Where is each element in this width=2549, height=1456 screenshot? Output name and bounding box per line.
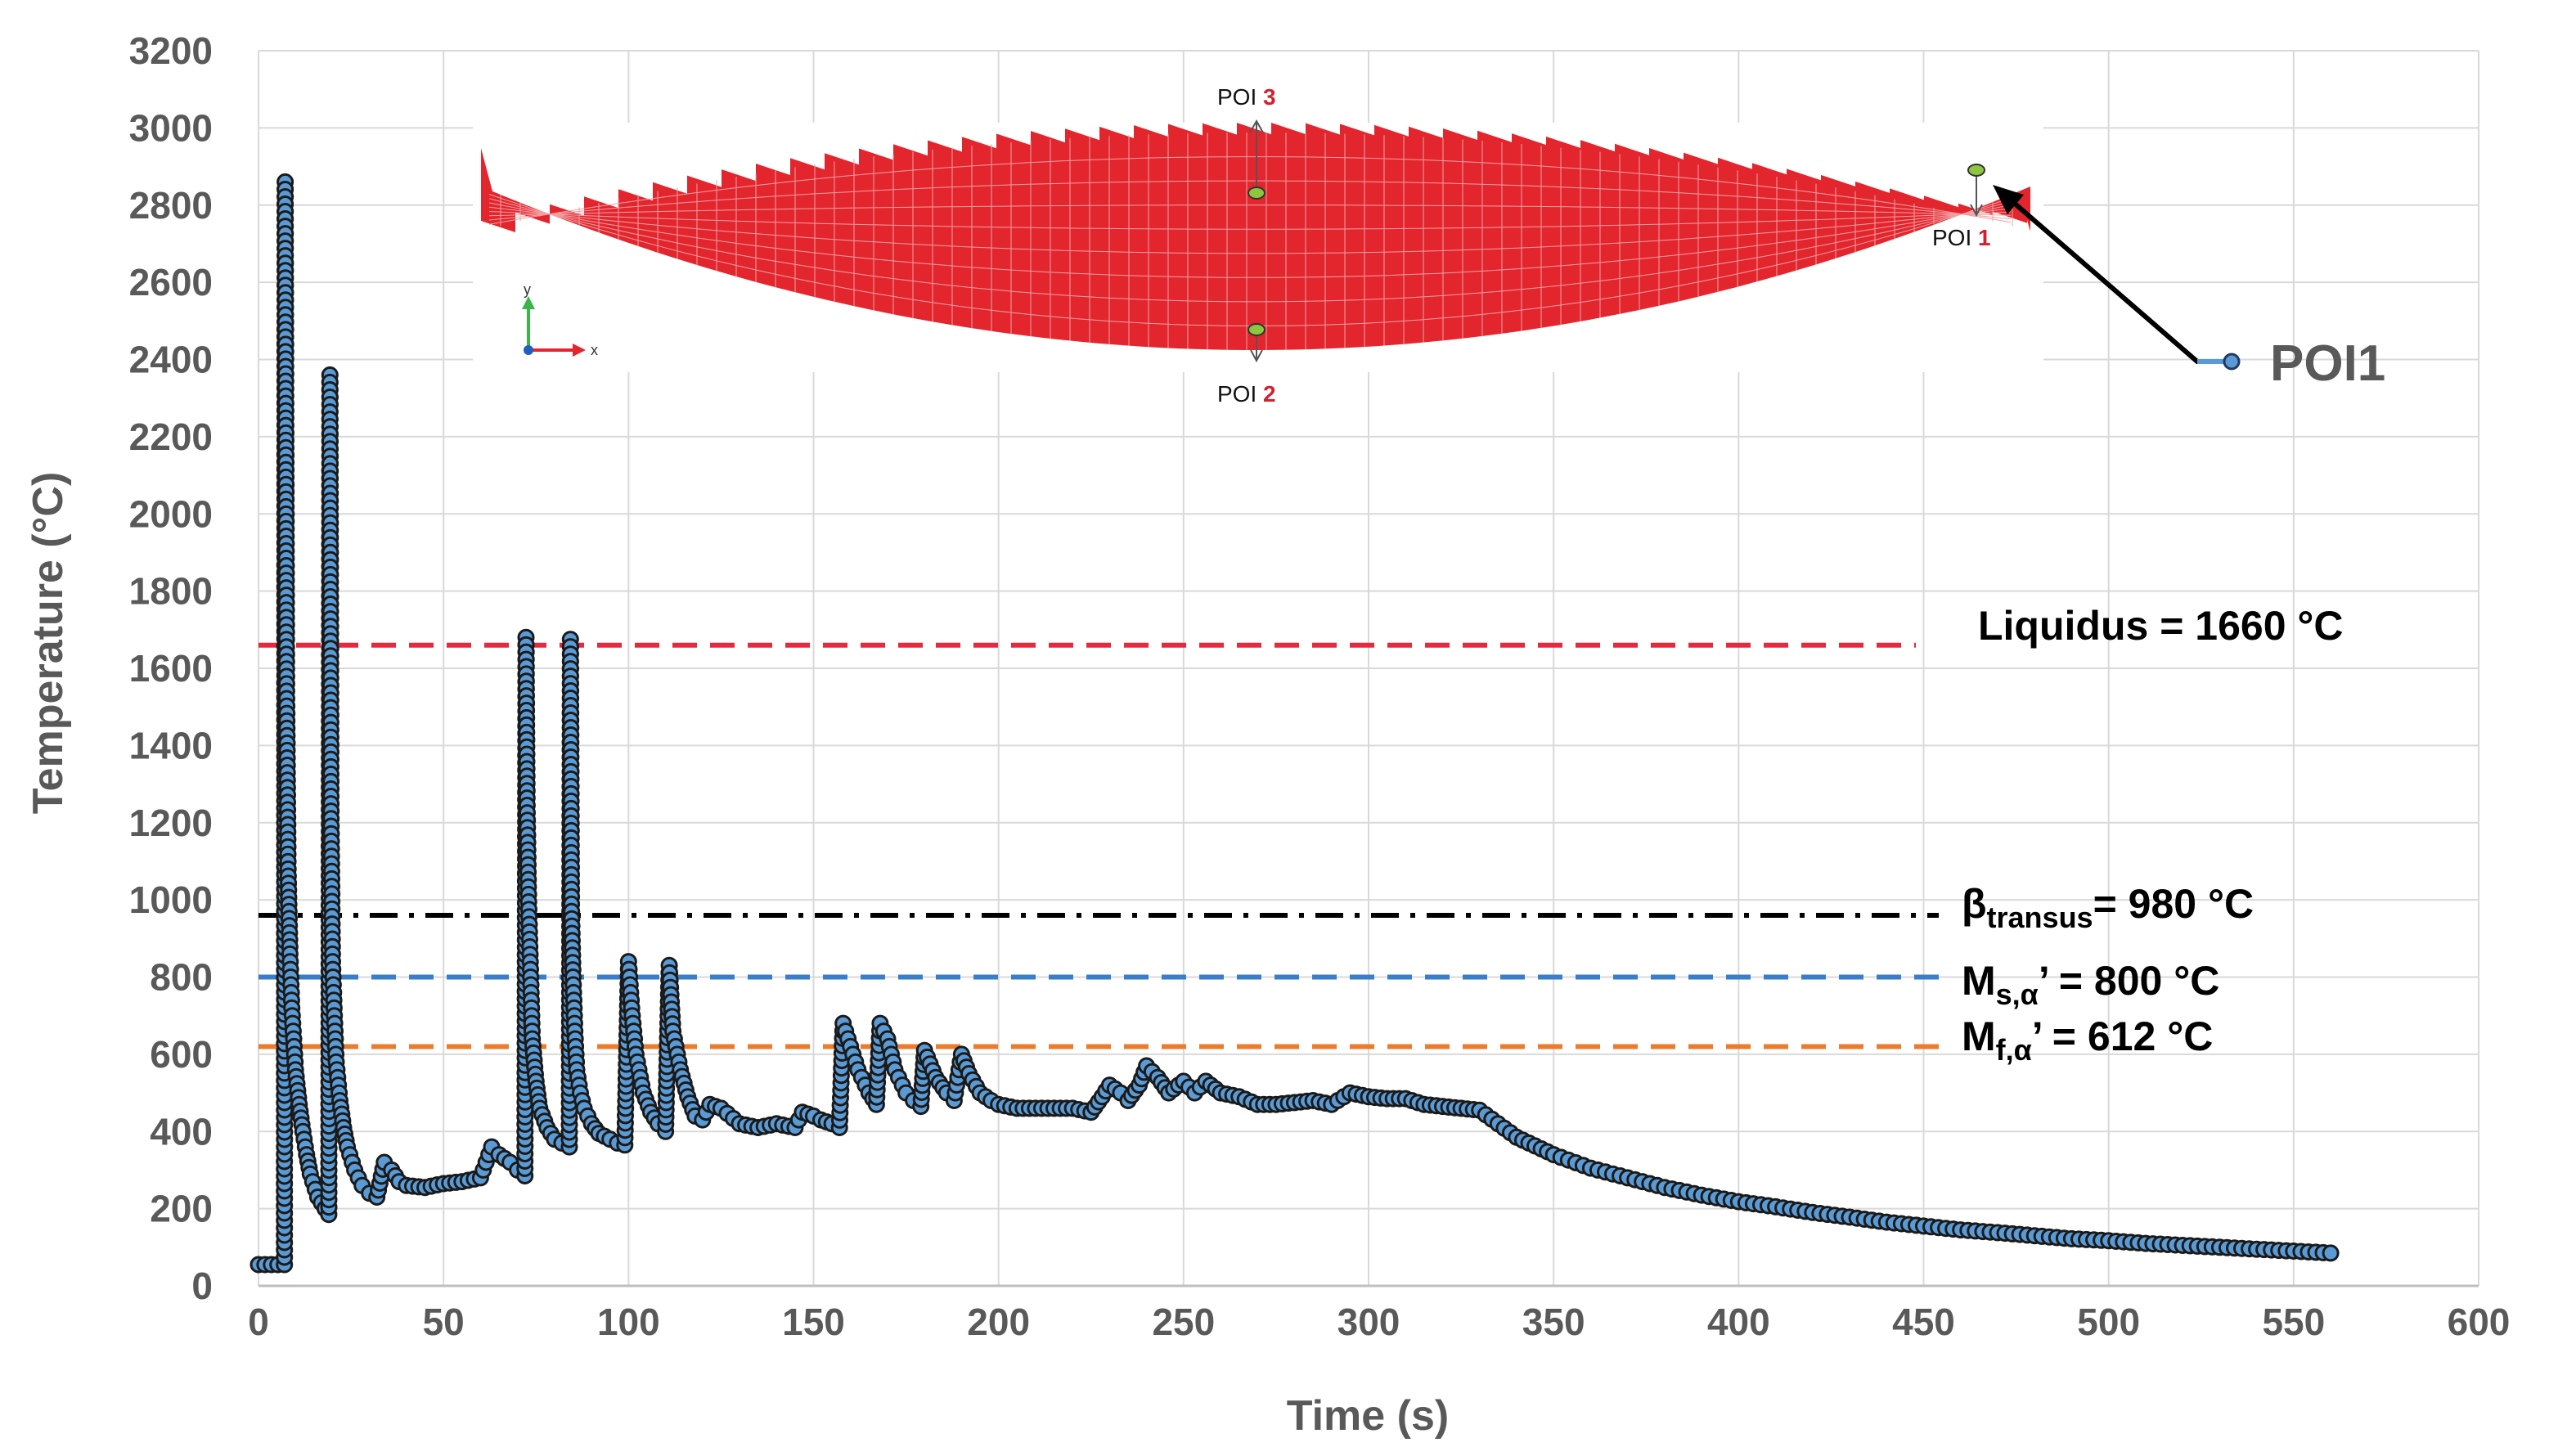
y-tick-label: 2000: [129, 492, 213, 535]
data-point: [2322, 1244, 2340, 1262]
x-axis-title: Time (s): [1287, 1392, 1449, 1440]
x-tick-label: 250: [1152, 1301, 1215, 1343]
x-tick-label: 500: [2077, 1301, 2140, 1343]
x-tick-label: 550: [2262, 1301, 2325, 1343]
poi-3-dot: [1248, 186, 1266, 200]
poi1-callout: POI1: [1993, 185, 2385, 392]
y-tick-label: 600: [150, 1033, 213, 1076]
y-tick-label: 3000: [129, 106, 213, 149]
poi-1-marker: POI 1: [1932, 164, 1991, 250]
x-tick-label: 350: [1522, 1301, 1585, 1343]
y-tick-label: 0: [191, 1265, 213, 1307]
mesh-line: [488, 204, 2012, 217]
svg-text:y: y: [524, 281, 531, 298]
mesh-line: [488, 180, 2012, 221]
beta-transus-annotation: βtransus= 980 °C: [1962, 881, 2254, 934]
mesh-line: [488, 198, 2012, 303]
y-axis-title: Temperature (°C): [25, 472, 72, 815]
poi-2-marker: POI 2: [1217, 323, 1276, 407]
svg-text:x: x: [591, 342, 598, 358]
y-tick-label: 3200: [129, 29, 213, 72]
y-tick-label: 2800: [129, 184, 213, 227]
x-tick-label: 150: [782, 1301, 845, 1343]
poi1-legend-label: POI1: [2270, 335, 2385, 392]
y-tick-label: 1800: [129, 570, 213, 613]
x-tick-label: 0: [248, 1301, 269, 1343]
x-tick-label: 400: [1707, 1301, 1770, 1343]
axis-triad-icon: y x: [522, 281, 598, 358]
series-markers: [250, 173, 2340, 1274]
y-tick-label: 200: [150, 1188, 213, 1230]
liquidus-annotation: Liquidus = 1660 °C: [1978, 603, 2344, 649]
y-tick-label: 1200: [129, 802, 213, 844]
mf-annotation: Mf,α’ = 612 °C: [1962, 1013, 2213, 1067]
x-tick-label: 200: [967, 1301, 1030, 1343]
poi-2-dot: [1248, 323, 1266, 336]
x-tick-label: 100: [597, 1301, 660, 1343]
x-tick-label: 600: [2448, 1301, 2511, 1343]
mesh-shape: [481, 123, 2030, 350]
mesh-line: [488, 156, 2012, 225]
x-tick-label: 450: [1892, 1301, 1955, 1343]
y-tick-label: 1400: [129, 724, 213, 766]
y-tick-label: 2600: [129, 261, 213, 303]
y-tick-label: 1000: [129, 879, 213, 921]
y-tick-label: 800: [150, 956, 213, 999]
poi-1-dot: [1967, 164, 1985, 177]
mesh-line: [488, 202, 2012, 278]
mesh-lines: [488, 133, 2013, 350]
data-series: [250, 173, 2340, 1274]
y-tick-label: 1600: [129, 647, 213, 690]
y-tick-label: 400: [150, 1110, 213, 1153]
poi-2-label: POI 2: [1217, 381, 1276, 407]
poi-3-label: POI 3: [1217, 84, 1276, 110]
axes: 0 50 100 150 200 250 300 350 400 450 500 550 600 0 200…: [129, 29, 2511, 1343]
y-tick-label: 2200: [129, 416, 213, 458]
ms-annotation: Ms,α’ = 800 °C: [1962, 958, 2219, 1011]
poi-3-marker: POI 3: [1217, 84, 1276, 200]
x-tick-label: 50: [423, 1301, 465, 1343]
mesh-line: [488, 206, 2012, 254]
poi-1-label: POI 1: [1932, 225, 1991, 250]
mesh-line: [488, 211, 2012, 230]
x-tick-label: 300: [1337, 1301, 1400, 1343]
poi1-legend-marker: [2223, 353, 2241, 371]
y-tick-label: 2400: [129, 339, 213, 381]
mesh-inset: POI 3 POI 2 POI 1 y x: [473, 84, 2043, 407]
